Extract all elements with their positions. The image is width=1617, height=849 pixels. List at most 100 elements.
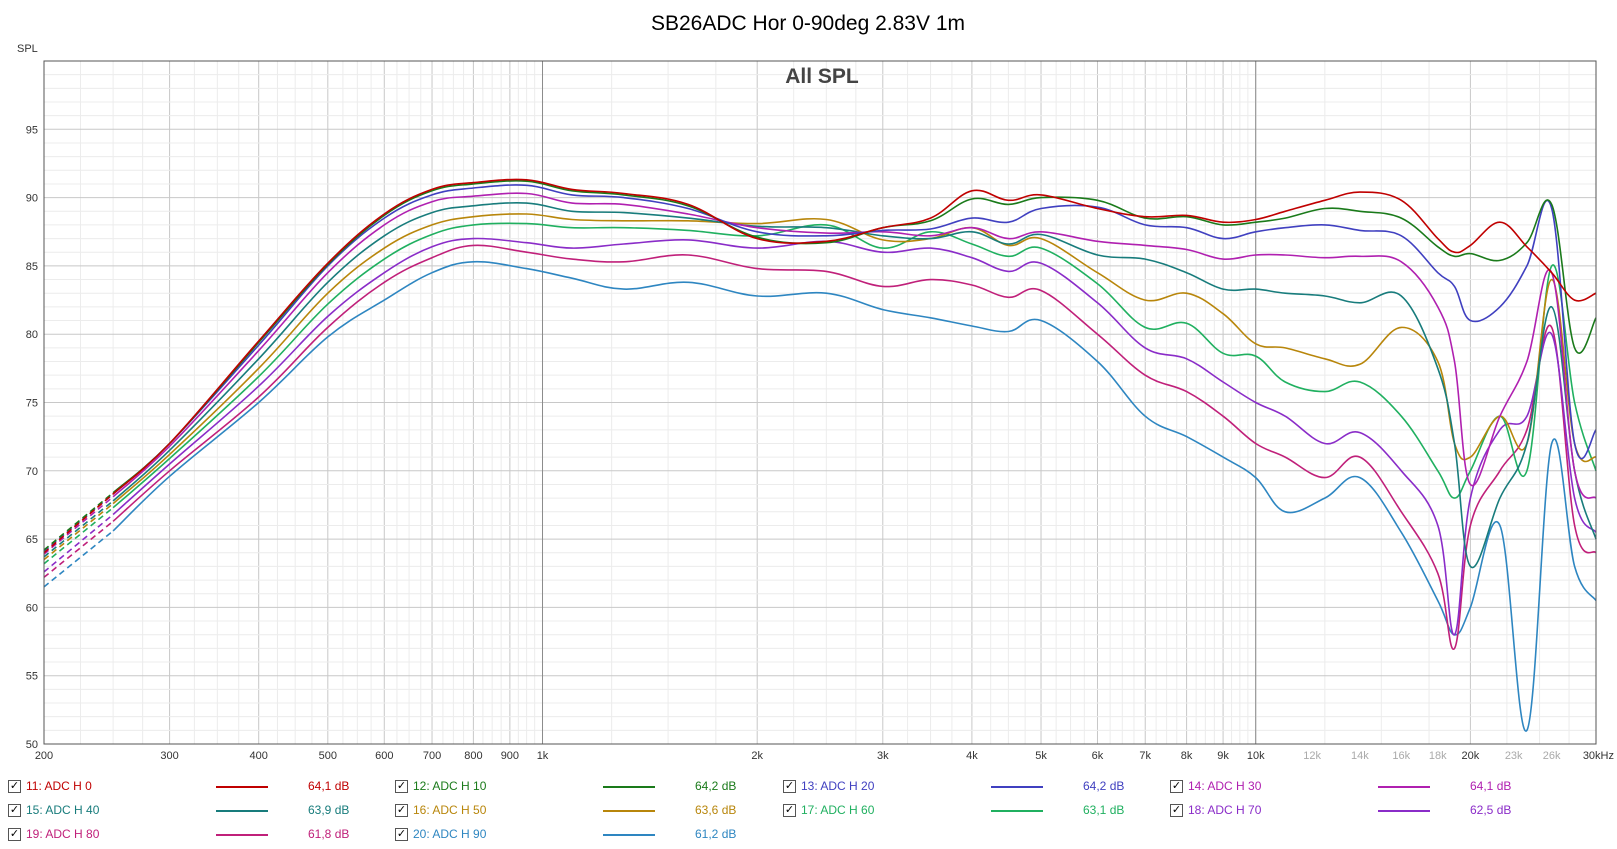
series-line-dashed <box>43 513 114 573</box>
legend-spl-value: 64,1 dB <box>1470 779 1512 793</box>
legend-label: 12: ADC H 10 <box>413 779 487 793</box>
x-minor-tick-label: 18k <box>1429 750 1447 762</box>
x-tick-label: 800 <box>464 750 482 762</box>
legend-label: 17: ADC H 60 <box>801 803 875 817</box>
x-tick-label: 3k <box>877 750 889 762</box>
legend: ✓ 11: ADC H 0 64,1 dB ✓ 12: ADC H 10 64,2 dB ✓… <box>0 778 1617 849</box>
legend-checkbox[interactable]: ✓ <box>8 804 21 817</box>
legend-swatch <box>1378 810 1430 812</box>
series-line <box>112 202 1597 569</box>
x-minor-tick-label: 12k <box>1303 750 1321 762</box>
legend-checkbox[interactable]: ✓ <box>395 780 408 793</box>
x-minor-tick-label: 16k <box>1392 750 1410 762</box>
legend-checkbox[interactable]: ✓ <box>395 804 408 817</box>
x-tick-label: 900 <box>501 750 519 762</box>
plot-title: All SPL <box>785 65 859 88</box>
plot-border <box>43 60 1597 745</box>
legend-swatch <box>991 786 1043 788</box>
legend-item[interactable]: ✓ 15: ADC H 40 63,9 dB <box>8 802 388 822</box>
x-tick-label: 8k <box>1181 750 1193 762</box>
x-tick-label: 600 <box>375 750 393 762</box>
legend-checkbox[interactable]: ✓ <box>395 828 408 841</box>
x-minor-tick-label: 23k <box>1505 750 1523 762</box>
legend-swatch <box>603 786 655 788</box>
x-tick-label: 10k <box>1247 750 1265 762</box>
legend-item[interactable]: ✓ 11: ADC H 0 64,1 dB <box>8 778 388 798</box>
legend-swatch <box>216 810 268 812</box>
y-tick-label: 95 <box>26 124 38 136</box>
legend-label: 15: ADC H 40 <box>26 803 100 817</box>
y-tick-label: 80 <box>26 329 38 341</box>
legend-checkbox[interactable]: ✓ <box>8 780 21 793</box>
series-line <box>112 222 1597 509</box>
legend-swatch <box>1378 786 1430 788</box>
y-tick-label: 55 <box>26 671 38 683</box>
frequency-response-chart: SB26ADC Hor 0-90deg 2.83V 1m SPL 50 55 60 6… <box>17 12 1614 762</box>
x-tick-label: 6k <box>1092 750 1104 762</box>
legend-spl-value: 63,9 dB <box>308 803 350 817</box>
series-line <box>112 180 1597 494</box>
series-line <box>112 184 1597 495</box>
legend-item[interactable]: ✓ 19: ADC H 80 61,8 dB <box>8 826 388 846</box>
y-tick-label: 60 <box>26 602 38 614</box>
y-tick-label: 65 <box>26 534 38 546</box>
legend-spl-value: 63,1 dB <box>1083 803 1125 817</box>
legend-checkbox[interactable]: ✓ <box>783 804 796 817</box>
x-tick-label: 9k <box>1217 750 1229 762</box>
legend-checkbox[interactable]: ✓ <box>1170 780 1183 793</box>
legend-spl-value: 64,2 dB <box>695 779 737 793</box>
chart-title: SB26ADC Hor 0-90deg 2.83V 1m <box>651 12 965 35</box>
legend-spl-value: 61,2 dB <box>695 827 737 841</box>
series-lines <box>43 178 1597 732</box>
legend-item[interactable]: ✓ 13: ADC H 20 64,2 dB <box>783 778 1163 798</box>
legend-spl-value: 63,6 dB <box>695 803 737 817</box>
series-line <box>112 260 1597 732</box>
x-tick-label: 1k <box>537 750 549 762</box>
x-tick-label: 400 <box>250 750 268 762</box>
series-line-dashed <box>43 507 114 565</box>
x-tick-label: 2k <box>751 750 763 762</box>
legend-label: 20: ADC H 90 <box>413 827 487 841</box>
legend-item[interactable]: ✓ 17: ADC H 60 63,1 dB <box>783 802 1163 822</box>
x-minor-tick-label: 26k <box>1543 750 1561 762</box>
x-tick-label: 300 <box>160 750 178 762</box>
series-line-dashed <box>43 530 114 588</box>
series-line <box>112 244 1597 650</box>
series-line-dashed <box>43 493 114 554</box>
x-tick-label: 20k <box>1462 750 1480 762</box>
legend-label: 13: ADC H 20 <box>801 779 875 793</box>
legend-swatch <box>991 810 1043 812</box>
legend-item[interactable]: ✓ 18: ADC H 70 62,5 dB <box>1170 802 1550 822</box>
y-tick-label: 50 <box>26 739 38 751</box>
legend-spl-value: 64,2 dB <box>1083 779 1125 793</box>
legend-label: 16: ADC H 50 <box>413 803 487 817</box>
series-line-dashed <box>43 496 114 555</box>
legend-item[interactable]: ✓ 16: ADC H 50 63,6 dB <box>395 802 775 822</box>
y-tick-label: 85 <box>26 261 38 273</box>
legend-spl-value: 64,1 dB <box>308 779 350 793</box>
legend-checkbox[interactable]: ✓ <box>8 828 21 841</box>
series-line-dashed <box>43 492 114 551</box>
legend-checkbox[interactable]: ✓ <box>1170 804 1183 817</box>
legend-swatch <box>603 810 655 812</box>
y-axis-label: SPL <box>17 43 38 55</box>
legend-item[interactable]: ✓ 14: ADC H 30 64,1 dB <box>1170 778 1550 798</box>
legend-item[interactable]: ✓ 20: ADC H 90 61,2 dB <box>395 826 775 846</box>
legend-label: 14: ADC H 30 <box>1188 779 1262 793</box>
x-tick-label: 5k <box>1035 750 1047 762</box>
legend-spl-value: 61,8 dB <box>308 827 350 841</box>
legend-swatch <box>603 834 655 836</box>
x-minor-tick-label: 14k <box>1351 750 1369 762</box>
series-line <box>112 192 1597 499</box>
legend-checkbox[interactable]: ✓ <box>783 780 796 793</box>
y-tick-label: 90 <box>26 193 38 205</box>
legend-spl-value: 62,5 dB <box>1470 803 1512 817</box>
series-line <box>112 237 1597 636</box>
legend-item[interactable]: ✓ 12: ADC H 10 64,2 dB <box>395 778 775 798</box>
x-tick-label: 4k <box>966 750 978 762</box>
series-line <box>112 213 1597 505</box>
series-line-dashed <box>43 500 114 558</box>
y-tick-label: 70 <box>26 466 38 478</box>
legend-swatch <box>216 786 268 788</box>
y-tick-label: 75 <box>26 398 38 410</box>
